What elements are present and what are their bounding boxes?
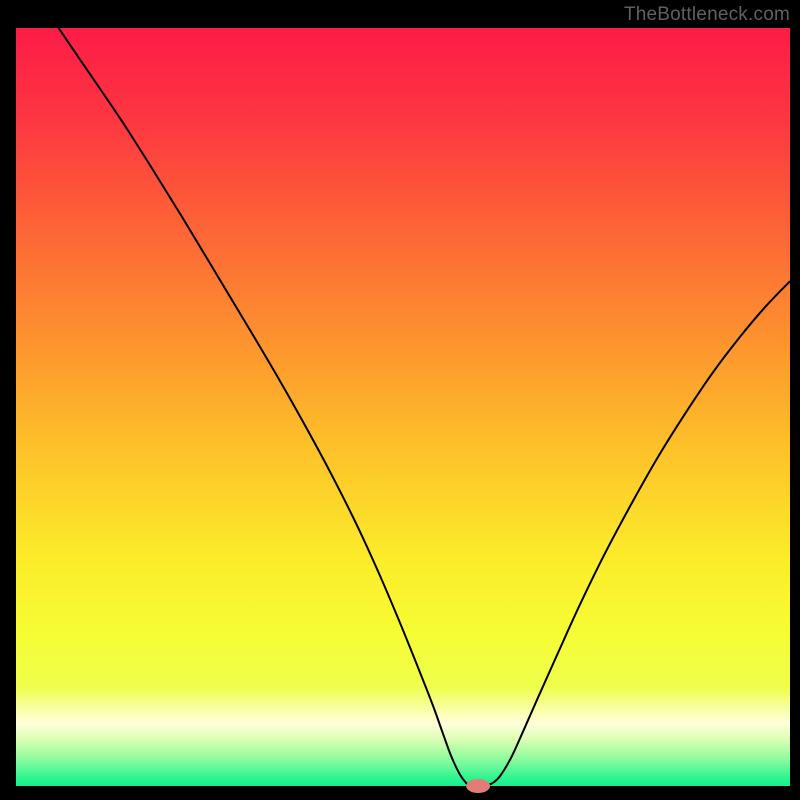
optimal-point-marker xyxy=(466,779,490,793)
watermark-text: TheBottleneck.com xyxy=(624,4,790,26)
chart-background xyxy=(16,28,790,786)
bottleneck-chart xyxy=(0,0,800,800)
